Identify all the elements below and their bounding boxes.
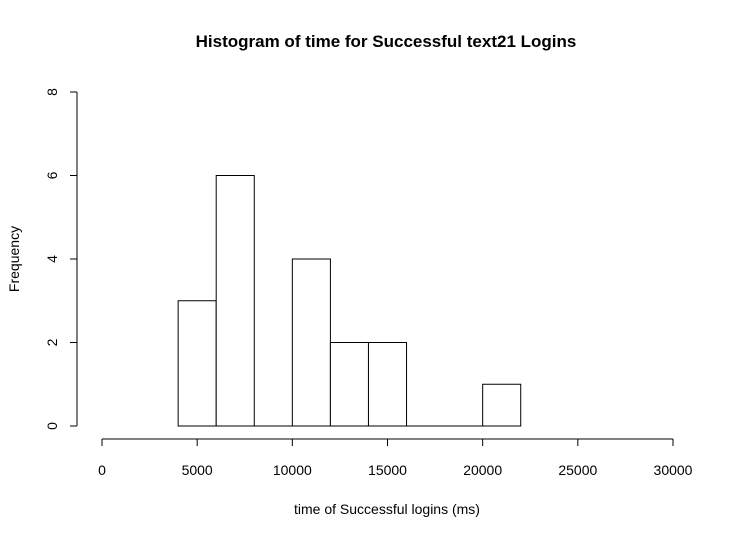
y-tick-label: 4 xyxy=(44,255,60,263)
y-tick-label: 6 xyxy=(44,171,60,179)
x-tick-label: 25000 xyxy=(558,462,597,478)
y-tick-label: 2 xyxy=(44,338,60,346)
histogram-bar xyxy=(367,342,408,427)
histogram-bar xyxy=(482,383,522,427)
x-tick-label: 5000 xyxy=(182,462,213,478)
y-axis: 0 2 4 6 8 xyxy=(44,88,78,430)
x-tick-label: 20000 xyxy=(463,462,502,478)
x-tick-label: 10000 xyxy=(273,462,312,478)
histogram-bar xyxy=(291,258,331,427)
histogram-bar xyxy=(215,175,255,427)
x-tick-label: 0 xyxy=(98,462,106,478)
chart-title: Histogram of time for Successful text21 … xyxy=(196,32,577,51)
y-tick-label: 8 xyxy=(44,88,60,96)
x-tick-label: 30000 xyxy=(654,462,693,478)
x-axis: 0 5000 10000 15000 20000 25000 30000 xyxy=(98,438,693,478)
y-tick-label: 0 xyxy=(44,422,60,430)
x-tick-label: 15000 xyxy=(368,462,407,478)
histogram-bar xyxy=(329,342,369,427)
histogram-bars xyxy=(177,175,522,427)
histogram-bar xyxy=(177,300,217,427)
x-axis-label: time of Successful logins (ms) xyxy=(294,501,480,517)
y-axis-label: Frequency xyxy=(6,226,22,292)
